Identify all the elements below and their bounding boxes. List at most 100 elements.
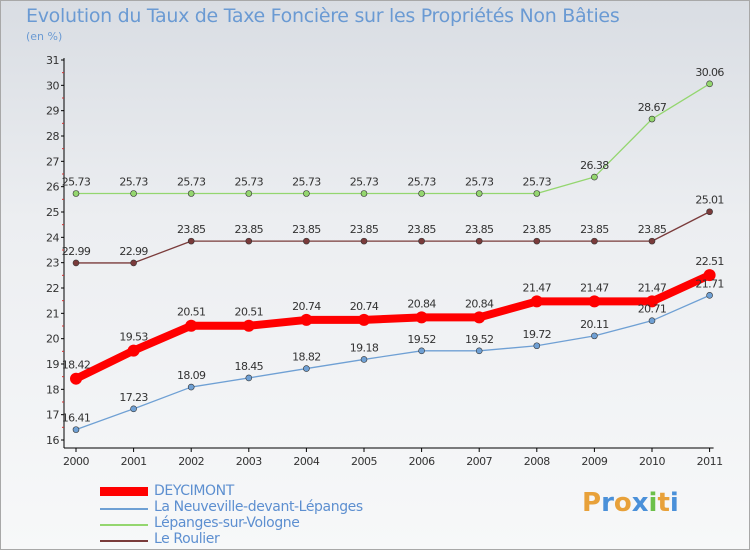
legend-swatch-deycimont xyxy=(100,487,148,496)
data-point xyxy=(648,237,656,245)
data-label: 17.23 xyxy=(119,391,148,404)
data-point xyxy=(245,237,253,245)
data-label: 25.73 xyxy=(62,176,91,189)
data-point xyxy=(706,208,713,216)
y-tick-label: 27 xyxy=(46,155,59,168)
data-label: 25.73 xyxy=(407,176,436,189)
data-point xyxy=(72,259,80,267)
data-label: 23.85 xyxy=(235,223,264,236)
data-point xyxy=(418,190,425,197)
data-label: 20.11 xyxy=(580,318,609,331)
data-label: 25.73 xyxy=(119,176,148,189)
legend-swatch-lepanges xyxy=(100,524,148,526)
logo-letter: o xyxy=(613,488,632,518)
data-label: 21.47 xyxy=(580,281,609,294)
data-label: 20.74 xyxy=(292,300,321,313)
data-point xyxy=(591,332,598,340)
data-label: 23.85 xyxy=(292,223,321,236)
data-label: 23.85 xyxy=(177,223,206,236)
logo-letter: t xyxy=(657,488,670,518)
data-label: 23.85 xyxy=(523,223,552,236)
logo-letter: x xyxy=(631,488,649,518)
data-label: 18.09 xyxy=(177,369,206,382)
data-point xyxy=(70,372,82,385)
data-point xyxy=(475,347,483,355)
data-point xyxy=(187,190,195,197)
data-label: 18.82 xyxy=(292,351,321,364)
data-point xyxy=(533,190,541,197)
data-label: 22.99 xyxy=(119,245,148,258)
data-point xyxy=(245,190,253,197)
data-label: 21.47 xyxy=(638,281,667,294)
series-line-0 xyxy=(74,271,712,383)
data-point xyxy=(415,311,428,324)
y-tick-label: 31 xyxy=(46,54,59,67)
data-label: 19.18 xyxy=(350,341,379,354)
y-tick-label: 20 xyxy=(46,333,59,346)
data-point xyxy=(127,344,140,357)
data-point xyxy=(706,292,713,299)
x-tick-label: 2011 xyxy=(697,455,723,468)
series-line-3 xyxy=(76,211,710,264)
logo-letter: i xyxy=(669,488,679,518)
data-point xyxy=(360,190,368,197)
data-label: 25.73 xyxy=(235,176,264,189)
data-label: 23.85 xyxy=(638,223,667,236)
data-point xyxy=(187,383,195,391)
x-tick-label: 2000 xyxy=(63,455,89,468)
data-point xyxy=(648,317,656,324)
y-tick-label: 16 xyxy=(46,434,59,447)
data-label: 19.72 xyxy=(523,328,552,341)
data-label: 25.73 xyxy=(350,176,379,189)
data-label: 23.85 xyxy=(350,223,379,236)
data-point xyxy=(358,313,370,326)
data-point xyxy=(187,237,195,245)
data-point xyxy=(418,347,425,355)
chart-subtitle: (en %) xyxy=(26,30,63,43)
y-tick-label: 30 xyxy=(46,79,59,92)
data-point xyxy=(646,295,658,308)
proxiti-logo: Proxiti xyxy=(582,488,679,518)
data-point xyxy=(703,269,716,282)
data-point xyxy=(475,190,483,197)
data-point xyxy=(360,356,368,363)
logo-letter: r xyxy=(601,488,614,518)
data-label: 19.52 xyxy=(407,333,436,346)
x-tick-label: 2006 xyxy=(409,455,435,468)
y-tick-label: 25 xyxy=(46,206,59,219)
y-tick-label: 18 xyxy=(46,383,59,396)
data-label: 23.85 xyxy=(465,223,494,236)
x-tick-label: 2002 xyxy=(178,455,204,468)
data-label: 16.41 xyxy=(62,412,91,425)
x-tick-label: 2005 xyxy=(351,455,377,468)
legend-label-le-roulier: Le Roulier xyxy=(154,531,220,547)
data-label: 25.73 xyxy=(465,176,494,189)
series-line-2 xyxy=(76,83,710,195)
data-point xyxy=(475,237,483,245)
data-label: 20.71 xyxy=(638,303,667,316)
x-tick-label: 2003 xyxy=(236,455,262,468)
logo-letter: P xyxy=(582,488,602,518)
data-point xyxy=(130,190,137,197)
data-label: 25.73 xyxy=(523,176,552,189)
legend-label-deycimont: DEYCIMONT xyxy=(154,483,234,499)
x-tick-label: 2009 xyxy=(581,455,607,468)
x-tick-label: 2007 xyxy=(466,455,492,468)
data-point xyxy=(530,295,543,308)
y-tick-label: 22 xyxy=(46,282,59,295)
y-tick-label: 24 xyxy=(46,231,59,244)
chart-title: Evolution du Taux de Taxe Foncière sur l… xyxy=(26,5,620,27)
data-label: 25.73 xyxy=(177,176,206,189)
data-label: 25.73 xyxy=(292,176,321,189)
data-label: 20.84 xyxy=(465,297,494,310)
data-label: 19.52 xyxy=(465,333,494,346)
data-label: 21.71 xyxy=(695,277,724,290)
data-point xyxy=(72,426,80,433)
y-tick-label: 23 xyxy=(46,257,59,270)
data-point xyxy=(300,313,313,326)
data-label: 22.99 xyxy=(62,245,91,258)
data-point xyxy=(242,319,255,332)
data-label: 20.74 xyxy=(350,300,379,313)
